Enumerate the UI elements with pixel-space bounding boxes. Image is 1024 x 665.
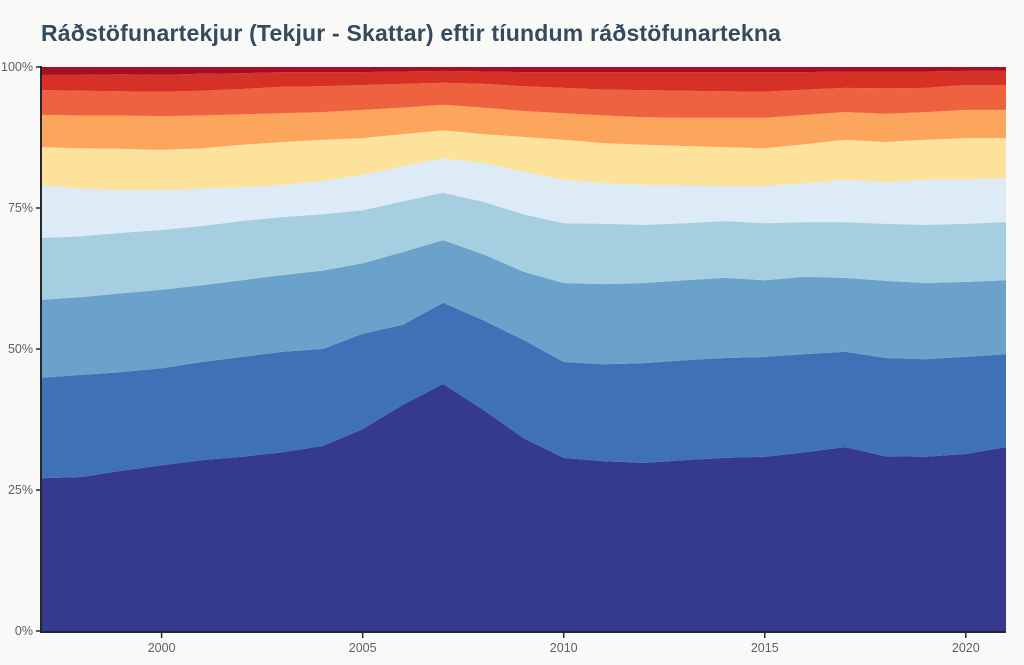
y-tick-label: 50% [8,342,33,356]
x-tick-label: 2020 [952,641,980,655]
area-tíund-2[interactable] [41,70,1006,92]
y-tick-label: 75% [8,201,33,215]
x-tick-label: 2015 [751,641,779,655]
y-tick-label: 100% [1,60,33,74]
y-tick-label: 25% [8,483,33,497]
x-tick-label: 2005 [349,641,377,655]
y-tick-label: 0% [15,624,33,638]
area-tíund-9[interactable] [41,302,1006,479]
area-tíund-6[interactable] [41,158,1006,238]
area-tíund-8[interactable] [41,240,1006,378]
x-tick-label: 2010 [550,641,578,655]
area-tíund-4[interactable] [41,104,1006,150]
area-tíund-7[interactable] [41,192,1006,300]
x-tick-label: 2000 [148,641,176,655]
area-tíund-10[interactable] [41,384,1006,631]
area-tíund-1[interactable] [41,67,1006,75]
chart-title: Ráðstöfunartekjur (Tekjur - Skattar) eft… [41,20,782,46]
area-tíund-3[interactable] [41,82,1006,118]
area-tíund-5[interactable] [41,130,1006,190]
